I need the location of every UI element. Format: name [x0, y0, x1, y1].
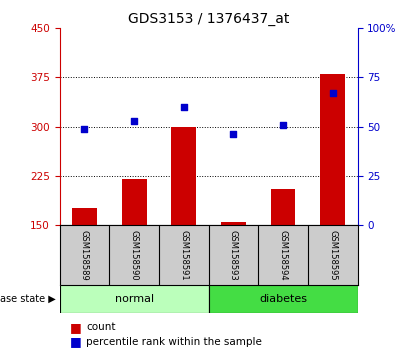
Text: GSM158590: GSM158590: [129, 229, 139, 280]
Point: [230, 132, 237, 137]
Bar: [208, 285, 358, 313]
Text: diabetes: diabetes: [259, 294, 307, 304]
Point: [180, 104, 187, 110]
Bar: [72, 209, 97, 225]
Text: GSM158594: GSM158594: [279, 229, 288, 280]
Text: count: count: [86, 322, 116, 332]
Text: GSM158595: GSM158595: [328, 229, 337, 280]
Bar: [221, 222, 246, 225]
Bar: [122, 179, 146, 225]
Text: ■: ■: [70, 335, 82, 348]
Bar: [271, 189, 296, 225]
Text: GSM158593: GSM158593: [229, 229, 238, 280]
Point: [131, 118, 137, 124]
Text: ■: ■: [70, 321, 82, 334]
Point: [81, 126, 88, 131]
Text: normal: normal: [115, 294, 154, 304]
Text: GSM158589: GSM158589: [80, 229, 89, 280]
Point: [280, 122, 286, 127]
Bar: [60, 285, 209, 313]
Point: [330, 90, 336, 96]
Bar: [320, 74, 345, 225]
Bar: [171, 126, 196, 225]
Text: GSM158591: GSM158591: [179, 229, 188, 280]
Text: percentile rank within the sample: percentile rank within the sample: [86, 337, 262, 347]
Title: GDS3153 / 1376437_at: GDS3153 / 1376437_at: [128, 12, 289, 26]
Text: disease state ▶: disease state ▶: [0, 294, 55, 304]
